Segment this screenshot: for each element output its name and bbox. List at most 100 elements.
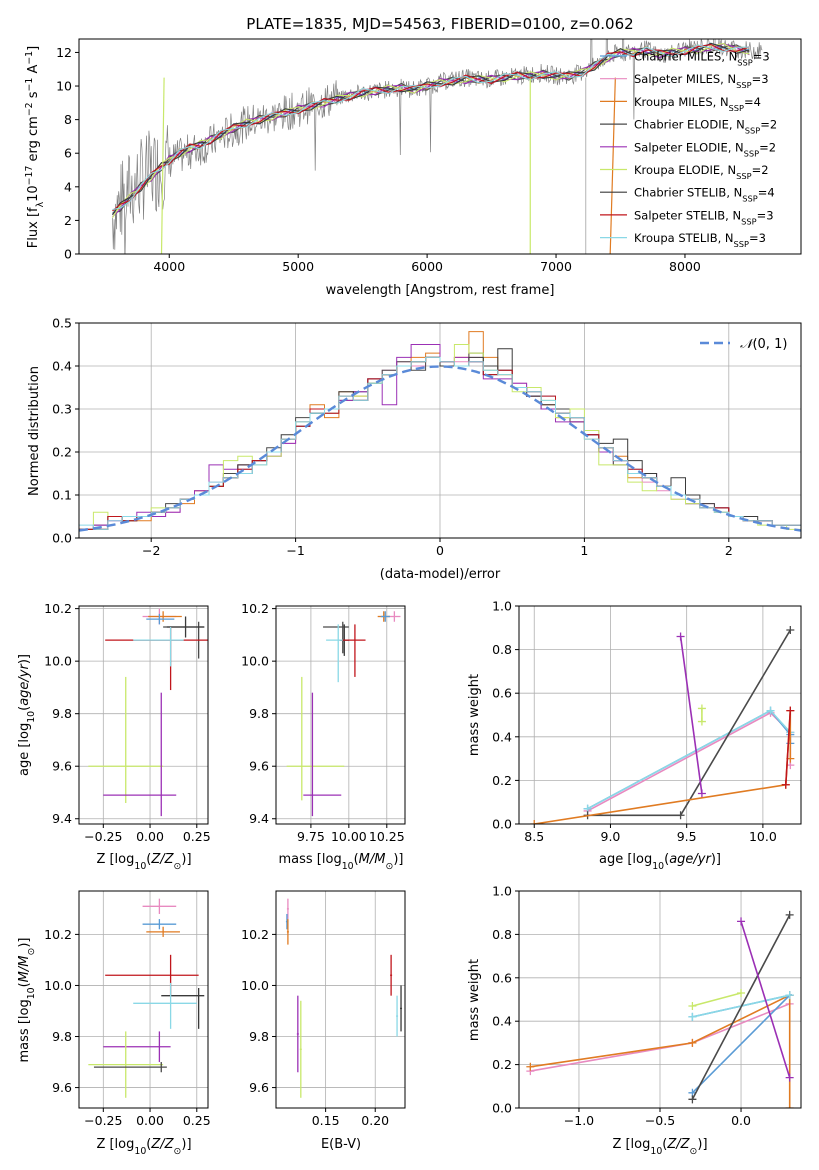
spectrum-panel: PLATE=1835, MJD=54563, FIBERID=0100, z=0…: [24, 15, 802, 298]
spectrum-frame: [78, 38, 802, 255]
residuals-ytick-label: 0.2: [52, 445, 72, 460]
spectrum-xtick-label: 4000: [153, 259, 185, 274]
age-vs-mass-ytick-label: 9.4: [249, 811, 269, 826]
age-vs-mass-xlabel: mass [log10(M/M⊙)]: [279, 852, 404, 872]
weight-point-marker: [766, 706, 775, 715]
weight-series-line: [740, 921, 791, 1078]
mass-weight-vs-metallicity-xtick-label: −1.0: [564, 1113, 594, 1128]
mass-weight-vs-age-plot-area: [530, 625, 795, 824]
weight-point-marker: [786, 706, 795, 715]
mass-vs-metallicity-ytick-label: 10.2: [44, 927, 72, 942]
mass-weight-vs-age-ytick-label: 0.4: [492, 729, 512, 744]
weight-point-marker: [530, 820, 539, 824]
spectrum-data-line: [112, 39, 763, 254]
weight-point-marker: [785, 991, 794, 1000]
residuals-xtick-label: −1: [286, 543, 304, 558]
residuals-ytick-label: 0.3: [52, 402, 72, 417]
age-vs-metallicity-ytick-label: 9.8: [52, 706, 72, 721]
age-vs-mass-xtick-label: 10.00: [331, 829, 367, 844]
legend-entry: Chabrier STELIB, NSSP=4: [634, 186, 775, 204]
residuals-xtick-label: −2: [142, 543, 160, 558]
weight-series-line: [534, 710, 792, 824]
mass-vs-metallicity-frame: [78, 890, 209, 1109]
weight-point-marker: [688, 1095, 697, 1104]
mass-weight-vs-metallicity-xlabel: Z [log10(Z/Z⊙)]: [612, 1137, 707, 1157]
weight-point-marker: [688, 1012, 697, 1021]
weight-point-marker: [688, 1002, 697, 1011]
mass-vs-metallicity-xtick-label: 0.00: [136, 1113, 164, 1128]
spectrum-xtick-label: 8000: [669, 259, 701, 274]
mass-weight-vs-age-ytick-label: 1.0: [492, 599, 512, 614]
weight-point-marker: [781, 780, 790, 789]
spectrum-mask-line: [609, 77, 616, 254]
spectrum-ytick-label: 10: [56, 79, 72, 94]
age-vs-metallicity-ytick-label: 9.6: [52, 759, 72, 774]
mass-weight-vs-metallicity-plot-area: [526, 910, 794, 1108]
legend-entry: Chabrier MILES, NSSP=3: [634, 50, 770, 68]
mass-weight-vs-age-xtick-label: 9.5: [677, 829, 697, 844]
age-vs-metallicity-xtick-label: −0.25: [84, 829, 122, 844]
weight-point-marker: [676, 811, 685, 820]
mass-weight-vs-age-ytick-label: 0.6: [492, 686, 512, 701]
residuals-ytick-label: 0.4: [52, 359, 72, 374]
mass-weight-vs-metallicity-xtick-label: 0.0: [731, 1113, 751, 1128]
spectrum-ytick-label: 0: [64, 247, 72, 262]
weight-point-marker: [697, 704, 706, 713]
spectrum-legend: Chabrier MILES, NSSP=3 Salpeter MILES, NS…: [600, 50, 777, 249]
mass-vs-extinction-ytick-label: 9.8: [249, 1029, 269, 1044]
age-vs-metallicity-xtick-label: 0.00: [136, 829, 164, 844]
mass-weight-vs-metallicity-panel: −1.0 −0.5 0.0 0.0 0.2 0.4 0.6 0.8 1.0 Z [log10(Z/…: [467, 884, 802, 1157]
age-vs-metallicity-plot-area: [88, 608, 208, 817]
histogram-step-line: [79, 356, 801, 530]
mass-weight-vs-age-xtick-label: 9.0: [601, 829, 621, 844]
residuals-legend: 𝒩(0, 1): [700, 337, 787, 352]
mass-vs-extinction-plot-area: [285, 898, 403, 1098]
mass-weight-vs-metallicity-ytick-label: 0.6: [492, 970, 512, 985]
legend-entry: Kroupa ELODIE, NSSP=2: [634, 163, 769, 181]
residuals-xtick-label: 2: [725, 543, 733, 558]
spectrum-xlabel: wavelength [Angstrom, rest frame]: [326, 283, 555, 298]
age-vs-mass-xtick-label: 9.75: [297, 829, 325, 844]
mass-vs-extinction-ytick-label: 10.2: [241, 927, 269, 942]
spectrum-xtick-label: 7000: [540, 259, 572, 274]
spectrum-xtick-label: 5000: [282, 259, 314, 274]
weight-series-line: [785, 710, 792, 785]
mass-weight-vs-age-ytick-label: 0.8: [492, 642, 512, 657]
age-vs-mass-xtick-label: 10.25: [369, 829, 405, 844]
mass-vs-extinction-panel: 0.15 0.20 9.6 9.8 10.0 10.2 E(B-V): [241, 890, 406, 1152]
age-vs-mass-ytick-label: 10.2: [241, 601, 269, 616]
weight-point-marker: [526, 1062, 535, 1071]
mass-vs-extinction-xtick-label: 0.15: [312, 1113, 340, 1128]
weight-point-marker: [676, 632, 685, 641]
mass-vs-metallicity-ytick-label: 10.0: [44, 978, 72, 993]
mass-weight-vs-metallicity-ytick-label: 1.0: [492, 884, 512, 899]
weight-point-marker: [688, 1038, 697, 1047]
mass-weight-vs-metallicity-ytick-label: 0.4: [492, 1014, 512, 1029]
residuals-ylabel: Normed distribution: [27, 366, 42, 496]
weight-point-marker: [697, 717, 706, 726]
residuals-panel: −2 −1 0 1 2 0.0 0.1 0.2 0.3 0.4 0.5 (data-model)/er…: [27, 316, 802, 582]
weight-series-line: [679, 636, 703, 794]
mass-weight-vs-age-ytick-label: 0.2: [492, 773, 512, 788]
weight-point-marker: [785, 1104, 794, 1108]
mass-weight-vs-age-frame: [518, 605, 802, 825]
age-vs-metallicity-xtick-label: 0.25: [183, 829, 211, 844]
residuals-xtick-label: 1: [580, 543, 588, 558]
mass-weight-vs-age-xtick-label: 8.5: [524, 829, 544, 844]
spectrum-xtick-label: 6000: [411, 259, 443, 274]
mass-vs-extinction-xtick-label: 0.20: [361, 1113, 389, 1128]
mass-weight-vs-age-panel: 8.5 9.0 9.5 10.0 0.0 0.2 0.4 0.6 0.8 1.0 age [log1…: [467, 599, 802, 872]
weight-series-line: [692, 992, 742, 1007]
spectrum-model-line: [112, 44, 750, 211]
mass-vs-metallicity-ytick-label: 9.8: [52, 1029, 72, 1044]
age-vs-metallicity-ytick-label: 9.4: [52, 811, 72, 826]
legend-entry: Salpeter ELODIE, NSSP=2: [634, 140, 776, 158]
spectrum-ytick-label: 4: [64, 179, 72, 194]
legend-entry: Kroupa MILES, NSSP=4: [634, 95, 761, 113]
weight-point-marker: [786, 625, 795, 634]
mass-vs-metallicity-xtick-label: 0.25: [183, 1113, 211, 1128]
mass-vs-metallicity-ylabel: mass [log10(M/M⊙)]: [17, 938, 37, 1063]
age-vs-mass-frame: [275, 605, 406, 825]
spectrum-plot-area: [112, 39, 763, 254]
weight-point-marker: [785, 1073, 794, 1082]
